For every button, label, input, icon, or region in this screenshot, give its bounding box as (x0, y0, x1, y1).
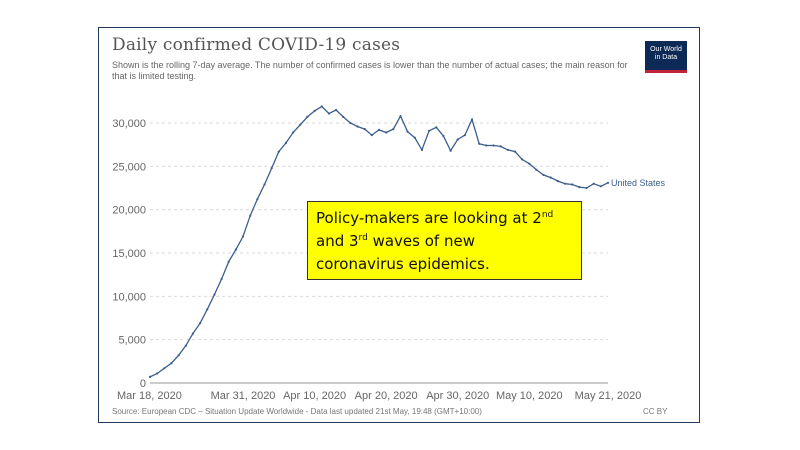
data-point (249, 214, 252, 217)
data-point (177, 354, 180, 357)
callout-line-1: Policy-makers are looking at 2nd (316, 209, 554, 227)
data-point (184, 344, 187, 347)
y-tick-label: 25,000 (112, 161, 146, 173)
data-point (277, 150, 280, 153)
data-point (263, 183, 266, 186)
data-point (535, 168, 538, 171)
x-tick-label: May 21, 2020 (575, 390, 642, 402)
data-point (227, 260, 230, 263)
series-end-label: United States (611, 178, 666, 188)
data-point (335, 108, 338, 112)
x-tick-label: Apr 10, 2020 (283, 390, 346, 402)
data-point (571, 183, 574, 186)
data-point (256, 198, 259, 201)
data-point (606, 181, 610, 184)
data-point (206, 308, 209, 311)
data-point (156, 372, 159, 375)
x-tick-label: Mar 31, 2020 (211, 390, 276, 402)
data-point (392, 128, 395, 131)
data-point (428, 129, 431, 132)
data-point (485, 144, 488, 147)
data-point (599, 185, 602, 188)
data-point (234, 248, 237, 251)
data-point (292, 131, 295, 134)
chart-subtitle: Shown is the rolling 7-day average. The … (112, 60, 628, 81)
data-point (284, 141, 288, 144)
data-point (585, 186, 588, 190)
data-point (163, 367, 166, 370)
x-tick-label: Apr 30, 2020 (426, 390, 489, 402)
data-point (528, 162, 531, 165)
data-point (406, 130, 409, 133)
y-tick-label: 15,000 (112, 248, 146, 260)
data-point (363, 128, 366, 131)
data-point (213, 293, 216, 296)
data-point (191, 332, 194, 335)
data-point (420, 148, 423, 151)
data-point (270, 167, 273, 170)
data-point (442, 134, 445, 138)
data-point (370, 134, 373, 137)
data-point (349, 121, 352, 125)
x-tick-label: May 10, 2020 (496, 390, 563, 402)
data-point (542, 173, 545, 177)
data-point (449, 149, 452, 152)
data-point (220, 277, 223, 281)
data-point (506, 148, 509, 151)
data-point (377, 128, 381, 131)
data-point (499, 145, 502, 148)
data-point (513, 150, 517, 153)
chart-title: Daily confirmed COVID-19 cases (112, 35, 401, 55)
data-point (385, 131, 388, 134)
x-tick-label: Apr 20, 2020 (355, 390, 418, 402)
data-point (435, 126, 438, 129)
data-point (564, 182, 567, 185)
data-point (478, 142, 481, 145)
y-tick-label: 10,000 (112, 291, 146, 303)
data-point (356, 125, 359, 128)
license-link[interactable]: CC BY (643, 407, 668, 416)
data-point (578, 186, 581, 189)
data-point (470, 118, 474, 121)
data-point (241, 235, 245, 238)
y-tick-label: 5,000 (118, 335, 146, 347)
callout-line-3: coronavirus epidemics. (316, 255, 490, 273)
y-tick-label: 20,000 (112, 205, 146, 217)
data-point (327, 112, 330, 115)
data-point (549, 176, 552, 179)
data-point (313, 109, 316, 112)
data-point (170, 362, 173, 365)
data-point (320, 105, 323, 108)
y-tick-label: 30,000 (112, 118, 146, 130)
data-point (413, 136, 416, 139)
y-tick-label: 0 (140, 378, 146, 390)
data-point (456, 138, 459, 141)
data-point (463, 134, 466, 137)
owid-logo[interactable]: Our World in Data (645, 41, 687, 73)
x-tick-label: Mar 18, 2020 (117, 390, 182, 402)
data-point (299, 123, 302, 126)
data-point (492, 144, 495, 147)
logo-line-1: Our World (650, 46, 682, 53)
logo-line-2: in Data (654, 54, 678, 61)
source-note: Source: European CDC – Situation Update … (112, 407, 482, 416)
data-point (199, 322, 202, 325)
data-point (342, 115, 345, 118)
data-point (148, 375, 152, 378)
data-point (592, 182, 595, 185)
data-point (521, 158, 524, 161)
data-point (556, 180, 560, 183)
annotation-callout: Policy-makers are looking at 2nd and 3rd… (307, 201, 582, 280)
data-point (306, 115, 309, 118)
callout-line-2: and 3rd waves of new (316, 232, 475, 250)
data-point (399, 115, 402, 118)
